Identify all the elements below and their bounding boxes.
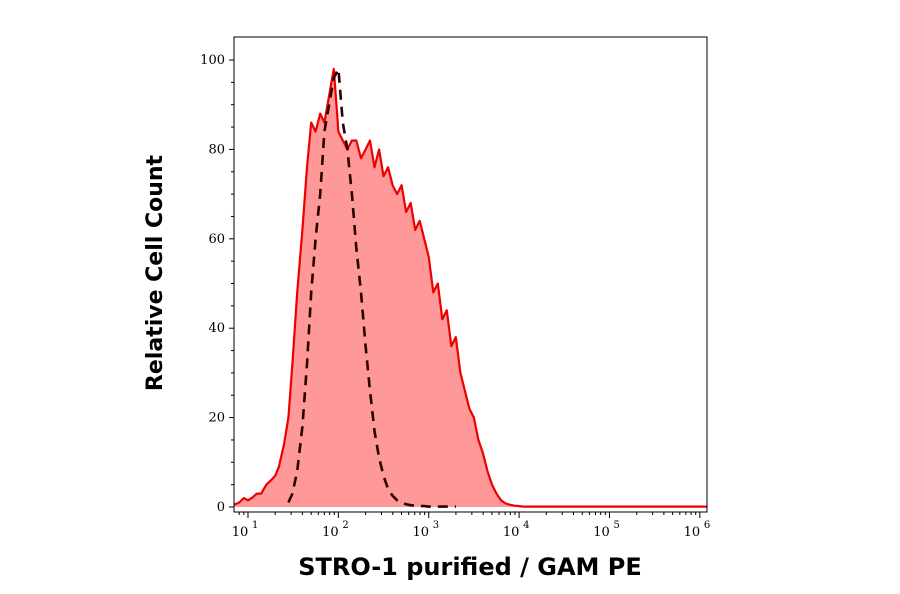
x-tick-exponent: 3 xyxy=(433,520,439,531)
x-tick-exponent: 2 xyxy=(342,520,348,531)
y-tick-label: 60 xyxy=(208,232,225,247)
x-tick-label: 10 xyxy=(684,525,701,540)
plot-frame xyxy=(233,36,708,513)
x-tick-exponent: 4 xyxy=(523,520,529,531)
stained-histogram-fill xyxy=(234,68,707,508)
stained-histogram-line xyxy=(233,67,707,508)
x-tick-exponent: 1 xyxy=(252,520,258,531)
y-tick-label: 20 xyxy=(208,411,225,426)
x-tick-label: 10 xyxy=(593,525,610,540)
y-tick-label: 40 xyxy=(208,321,225,336)
y-tick-label: 100 xyxy=(200,53,225,68)
x-tick-label: 10 xyxy=(503,525,520,540)
x-tick-label: 10 xyxy=(322,525,339,540)
x-tick-label: 10 xyxy=(232,525,249,540)
x-tick-label: 10 xyxy=(412,525,429,540)
control-histogram-line xyxy=(287,64,456,508)
y-tick-label: 80 xyxy=(208,142,225,157)
y-tick-label: 0 xyxy=(217,500,225,515)
y-axis-label: Relative Cell Count xyxy=(143,154,168,391)
x-tick-exponent: 5 xyxy=(613,520,619,531)
x-axis-label: STRO-1 purified / GAM PE xyxy=(298,553,642,581)
x-tick-exponent: 6 xyxy=(704,520,710,531)
